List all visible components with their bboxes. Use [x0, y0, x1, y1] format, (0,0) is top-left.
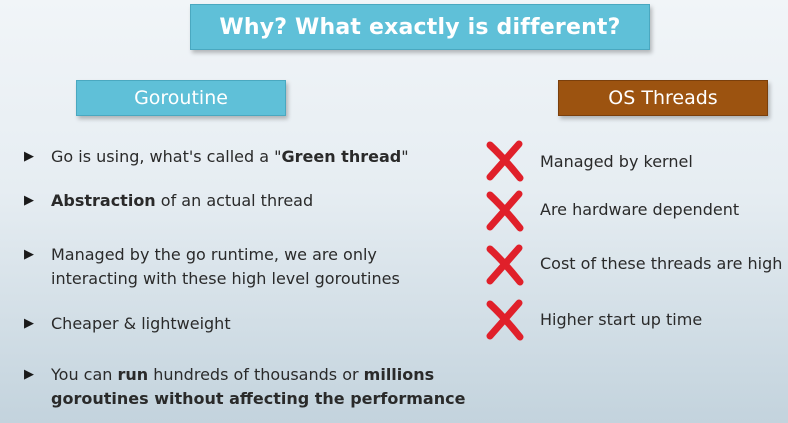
- triangle-right-icon: ▶: [24, 149, 34, 164]
- red-x-icon: [486, 140, 524, 182]
- triangle-right-icon: ▶: [24, 247, 34, 262]
- os-point-1: Managed by kernel: [540, 152, 693, 171]
- red-x-icon: [486, 299, 524, 341]
- os-threads-header: OS Threads: [558, 80, 768, 116]
- triangle-right-icon: ▶: [24, 367, 34, 382]
- red-x-icon: [486, 244, 524, 286]
- slide-title: Why? What exactly is different?: [190, 4, 650, 50]
- triangle-right-icon: ▶: [24, 316, 34, 331]
- os-point-3: Cost of these threads are high: [540, 254, 783, 273]
- os-point-4: Higher start up time: [540, 310, 703, 329]
- triangle-right-icon: ▶: [24, 193, 34, 208]
- os-point-2: Are hardware dependent: [540, 200, 740, 219]
- goroutine-header: Goroutine: [76, 80, 286, 116]
- red-x-icon: [486, 190, 524, 232]
